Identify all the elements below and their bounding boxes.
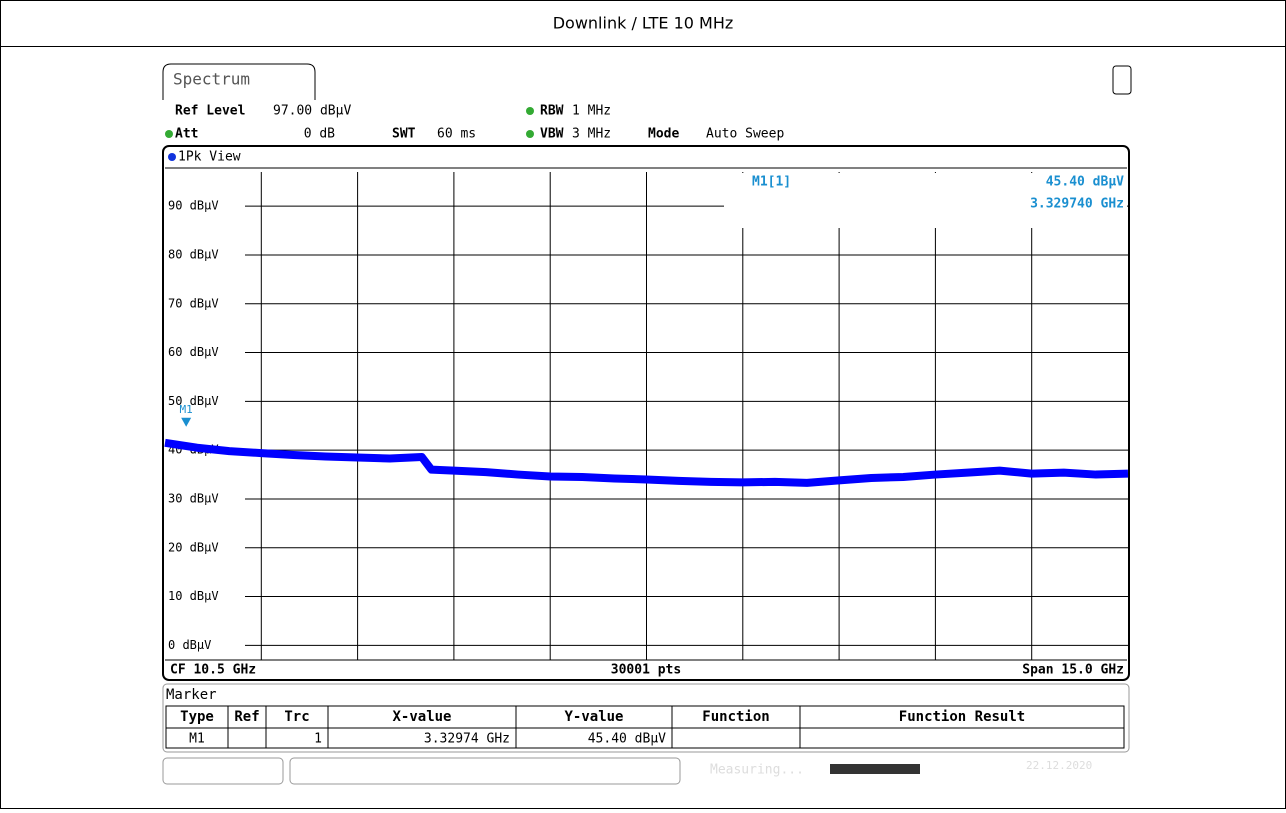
tab[interactable] bbox=[162, 63, 316, 100]
setting-label: VBW bbox=[540, 127, 564, 142]
menu-button[interactable] bbox=[1112, 65, 1132, 95]
status-led bbox=[165, 130, 173, 138]
readout-x: 3.329740 GHz bbox=[1030, 197, 1124, 212]
marker bbox=[181, 417, 192, 427]
trace bbox=[164, 438, 1129, 487]
y-tick-label: 70 dBµV bbox=[168, 296, 219, 310]
y-tick-label: 30 dBµV bbox=[168, 491, 219, 505]
setting-value: 1 MHz bbox=[572, 104, 611, 119]
span: Span 15.0 GHz bbox=[1022, 663, 1124, 678]
setting-value: Auto Sweep bbox=[706, 127, 784, 142]
y-tick-label: 0 dBµV bbox=[168, 638, 211, 652]
status-field bbox=[289, 757, 681, 785]
y-tick-label: 90 dBµV bbox=[168, 199, 219, 213]
column-header: Type bbox=[180, 709, 214, 725]
column-header: Ref bbox=[234, 709, 259, 725]
setting-value: 60 ms bbox=[437, 127, 476, 142]
softkey[interactable] bbox=[162, 757, 284, 785]
cell: 3.32974 GHz bbox=[424, 732, 510, 747]
setting-label: Mode bbox=[648, 127, 679, 142]
cell: 1 bbox=[314, 732, 322, 747]
setting-label: SWT bbox=[392, 127, 416, 142]
y-tick-label: 50 dBµV bbox=[168, 394, 219, 408]
setting-label: Att bbox=[175, 127, 198, 142]
progress bbox=[830, 764, 920, 774]
setting-value: 97.00 dBµV bbox=[273, 104, 351, 119]
setting-value: 3 MHz bbox=[572, 127, 611, 142]
column-header: Function bbox=[702, 709, 769, 725]
readout-name: M1[1] bbox=[752, 175, 791, 190]
status-led bbox=[526, 107, 534, 115]
table bbox=[165, 705, 1125, 749]
setting-label: RBW bbox=[540, 104, 564, 119]
status-state: Measuring... bbox=[710, 763, 804, 778]
marker-label: M1 bbox=[180, 403, 193, 416]
setting-value: 0 dB bbox=[304, 127, 335, 142]
cell: 45.40 dBµV bbox=[588, 732, 666, 747]
points: 30001 pts bbox=[611, 663, 681, 678]
column-header: X-value bbox=[392, 709, 451, 725]
readout-value: 45.40 dBµV bbox=[1046, 175, 1124, 190]
header-title: Downlink / LTE 10 MHz bbox=[553, 14, 734, 33]
setting-label: Ref Level bbox=[175, 104, 245, 119]
readout-bg bbox=[724, 173, 1127, 228]
y-tick-label: 80 dBµV bbox=[168, 247, 219, 261]
cell: M1 bbox=[189, 732, 205, 747]
column-header: Function Result bbox=[899, 709, 1025, 725]
cf: CF 10.5 GHz bbox=[170, 663, 256, 678]
y-tick-label: 20 dBµV bbox=[168, 540, 219, 554]
y-tick-label: 10 dBµV bbox=[168, 589, 219, 603]
column-header: Y-value bbox=[564, 709, 623, 725]
status-date: 22.12.2020 bbox=[1026, 759, 1092, 772]
column-header: Trc bbox=[284, 709, 309, 725]
status-led bbox=[526, 130, 534, 138]
tab-label: Spectrum bbox=[173, 70, 250, 89]
view-label: 1Pk View bbox=[178, 150, 241, 165]
marker-title: Marker bbox=[166, 687, 217, 703]
y-tick-label: 60 dBµV bbox=[168, 345, 219, 359]
trace-dot bbox=[168, 153, 176, 161]
